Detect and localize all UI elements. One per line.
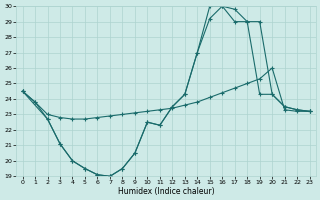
X-axis label: Humidex (Indice chaleur): Humidex (Indice chaleur) (118, 187, 214, 196)
